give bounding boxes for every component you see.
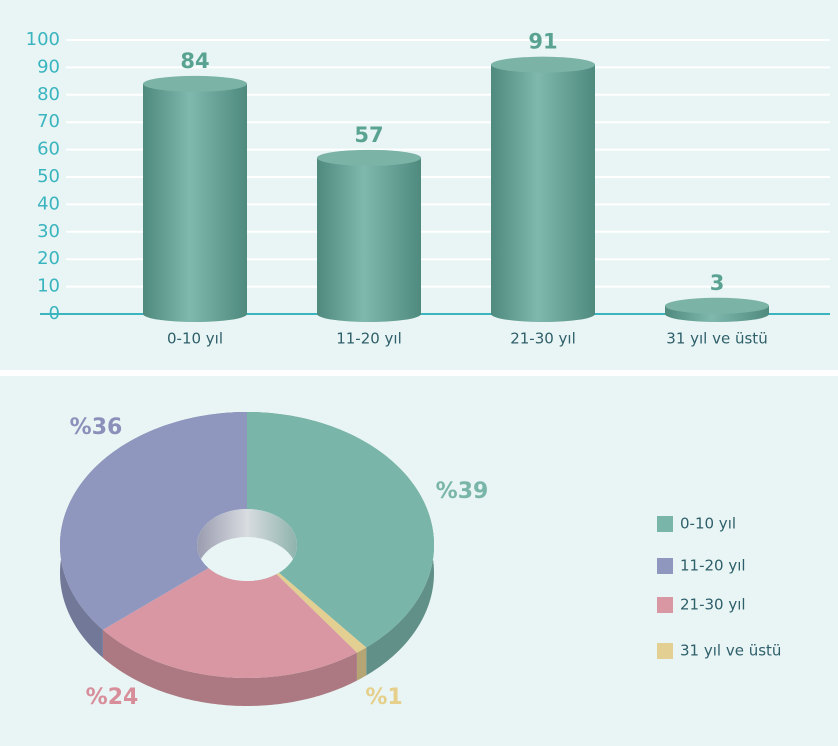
hole-floor: [197, 537, 297, 581]
y-tick-label: 60: [37, 139, 60, 160]
pie-slice: [60, 412, 247, 630]
x-tick-label: 21-30 yıl: [510, 330, 576, 348]
legend-swatch: [657, 643, 673, 659]
pie-slice: [247, 412, 434, 648]
bar-top: [491, 56, 595, 73]
value-label: %36: [70, 415, 123, 440]
y-tick-label: 30: [37, 221, 60, 242]
value-label: 57: [354, 123, 383, 147]
bar: [143, 83, 247, 322]
bar-top: [143, 75, 247, 92]
bar-top: [665, 297, 769, 314]
x-tick-label: 11-20 yıl: [336, 330, 402, 348]
y-tick-label: 50: [37, 166, 60, 187]
legend-swatch: [657, 597, 673, 613]
y-tick-label: 100: [26, 29, 60, 50]
bar: [491, 64, 595, 322]
value-label: %1: [365, 685, 402, 710]
y-tick-label: 20: [37, 248, 60, 269]
x-tick-label: 31 yıl ve üstü: [666, 330, 767, 348]
legend-swatch: [657, 558, 673, 574]
y-tick-label: 90: [37, 56, 60, 77]
y-tick-label: 80: [37, 84, 60, 105]
y-tick-label: 40: [37, 193, 60, 214]
y-tick-label: 70: [37, 111, 60, 132]
pie-side: [356, 647, 367, 681]
pie-slice: [276, 572, 367, 653]
value-label: 91: [528, 30, 557, 54]
legend-label: 11-20 yıl: [680, 557, 746, 575]
pie-side: [102, 629, 357, 706]
legend-swatch: [657, 516, 673, 532]
value-label: 3: [710, 271, 725, 295]
value-label: %24: [86, 685, 139, 710]
pie-slice: [102, 567, 357, 678]
bar: [317, 157, 421, 322]
legend-label: 31 yıl ve üstü: [680, 642, 781, 660]
x-tick-label: 0-10 yıl: [167, 330, 223, 348]
bar-top: [317, 149, 421, 166]
legend-label: 21-30 yıl: [680, 596, 746, 614]
value-label: %39: [436, 479, 489, 504]
y-tick-label: 10: [37, 276, 60, 297]
value-label: 84: [180, 49, 209, 73]
legend-label: 0-10 yıl: [680, 515, 736, 533]
